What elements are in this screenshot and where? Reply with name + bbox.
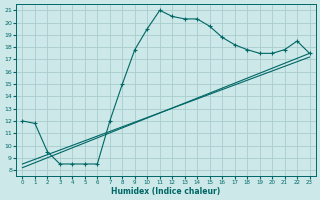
X-axis label: Humidex (Indice chaleur): Humidex (Indice chaleur) <box>111 187 221 196</box>
